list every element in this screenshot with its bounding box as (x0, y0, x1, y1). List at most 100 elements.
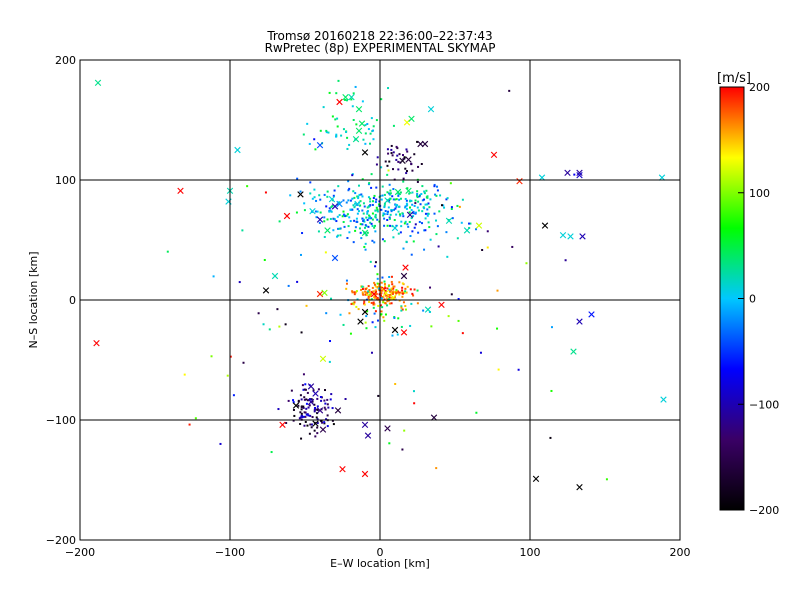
scatter-dot (307, 406, 310, 409)
scatter-dot (290, 389, 293, 392)
scatter-dot (374, 326, 377, 329)
scatter-dot (393, 291, 396, 294)
scatter-dot (364, 132, 367, 135)
scatter-dot (422, 309, 425, 312)
scatter-dot (342, 199, 345, 202)
scatter-dot (359, 204, 362, 207)
scatter-dot (311, 416, 314, 419)
scatter-dot (412, 294, 415, 297)
scatter-dot (345, 99, 348, 102)
scatter-dot (549, 436, 552, 439)
scatter-cross (391, 326, 399, 334)
scatter-dot (428, 226, 431, 229)
colorbar-label: [m/s] (717, 71, 751, 86)
scatter-cross (355, 127, 363, 134)
scatter-dot (383, 283, 386, 286)
scatter-dot (392, 198, 395, 201)
scatter-dot (469, 222, 472, 225)
scatter-dot (381, 276, 384, 279)
scatter-dot (413, 288, 416, 291)
scatter-dot (511, 245, 514, 248)
scatter-dot (496, 327, 499, 330)
scatter-dot (315, 216, 318, 219)
scatter-dot (383, 224, 386, 227)
scatter-dot (344, 98, 347, 101)
scatter-dot (289, 194, 292, 197)
scatter-dot (386, 295, 389, 298)
scatter-dot (364, 124, 367, 127)
scatter-cross (405, 187, 412, 194)
scatter-dot (409, 206, 412, 209)
scatter-dot (355, 123, 358, 126)
scatter-dot (316, 405, 319, 408)
scatter-dot (386, 191, 389, 194)
scatter-dot (353, 301, 356, 304)
scatter-dot (486, 246, 489, 249)
scatter-cross (402, 264, 409, 271)
scatter-dot (320, 399, 323, 402)
scatter-dot (328, 360, 331, 363)
scatter-dot (303, 209, 306, 212)
scatter-dot (263, 258, 266, 261)
scatter-cross (430, 414, 438, 421)
scatter-dot (383, 193, 386, 196)
scatter-cross (364, 432, 372, 439)
scatter-dot (262, 323, 265, 326)
scatter-dot (306, 391, 309, 394)
scatter-dot (445, 231, 448, 234)
scatter-dot (300, 398, 303, 401)
scatter-dot (398, 281, 401, 284)
scatter-dot (401, 291, 404, 294)
scatter-dot (210, 355, 213, 358)
scatter-dot (325, 131, 328, 134)
scatter-dot (306, 424, 309, 427)
scatter-dot (376, 218, 379, 221)
scatter-dot (384, 293, 387, 296)
scatter-dot (300, 331, 303, 334)
scatter-dot (361, 100, 364, 103)
scatter-cross (370, 290, 378, 298)
scatter-dot (376, 319, 379, 322)
scatter-dot (383, 298, 386, 301)
y-tick-label: −200 (46, 534, 76, 547)
scatter-dot (328, 91, 331, 94)
scatter-dot (378, 220, 381, 223)
y-axis-label: N–S location [km] (27, 251, 40, 348)
scatter-dot (388, 216, 391, 219)
scatter-dot (402, 177, 405, 180)
scatter-dot (425, 189, 428, 192)
scatter-dot (302, 405, 305, 408)
scatter-dot (362, 202, 365, 205)
scatter-dot (354, 229, 357, 232)
scatter-dot (375, 206, 378, 209)
scatter-dot (375, 119, 378, 122)
scatter-cross (394, 188, 402, 196)
scatter-dot (374, 209, 377, 212)
scatter-dot (305, 304, 308, 307)
scatter-dot (376, 296, 379, 299)
scatter-dot (497, 368, 500, 371)
scatter-dot (457, 298, 460, 301)
scatter-dot (355, 290, 358, 293)
scatter-dot (323, 399, 326, 402)
scatter-dot (302, 133, 305, 136)
scatter-cross (541, 222, 549, 229)
scatter-dot (347, 180, 350, 183)
scatter-dot (348, 231, 351, 234)
scatter-dot (402, 154, 405, 157)
scatter-cross (336, 98, 343, 106)
scatter-dot (352, 118, 355, 121)
scatter-dot (397, 160, 400, 163)
scatter-dot (360, 288, 363, 291)
scatter-dot (382, 316, 385, 319)
scatter-dot (349, 208, 352, 211)
scatter-dot (166, 250, 169, 253)
scatter-dot (427, 212, 430, 215)
scatter-dot (303, 411, 306, 414)
scatter-dot (416, 289, 419, 292)
scatter-dot (390, 152, 393, 155)
scatter-cross (382, 289, 390, 296)
scatter-dot (373, 194, 376, 197)
scatter-dot (345, 214, 348, 217)
scatter-dot (435, 233, 438, 236)
